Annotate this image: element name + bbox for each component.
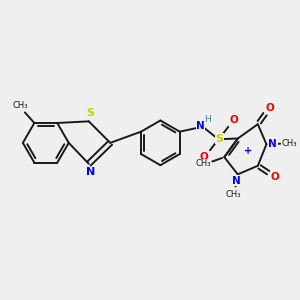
- Text: O: O: [270, 172, 279, 182]
- Text: N: N: [232, 176, 241, 186]
- Text: O: O: [266, 103, 274, 112]
- Text: O: O: [200, 152, 208, 162]
- Text: CH₃: CH₃: [195, 159, 211, 168]
- Text: CH₃: CH₃: [226, 190, 241, 200]
- Text: CH₃: CH₃: [13, 101, 28, 110]
- Text: O: O: [230, 116, 239, 125]
- Text: +: +: [244, 146, 253, 156]
- Text: S: S: [215, 134, 223, 143]
- Text: H: H: [204, 115, 211, 124]
- Text: S: S: [86, 108, 94, 118]
- Text: N: N: [85, 167, 95, 177]
- Text: N: N: [196, 121, 205, 130]
- Text: CH₃: CH₃: [282, 139, 297, 148]
- Text: N: N: [268, 139, 277, 149]
